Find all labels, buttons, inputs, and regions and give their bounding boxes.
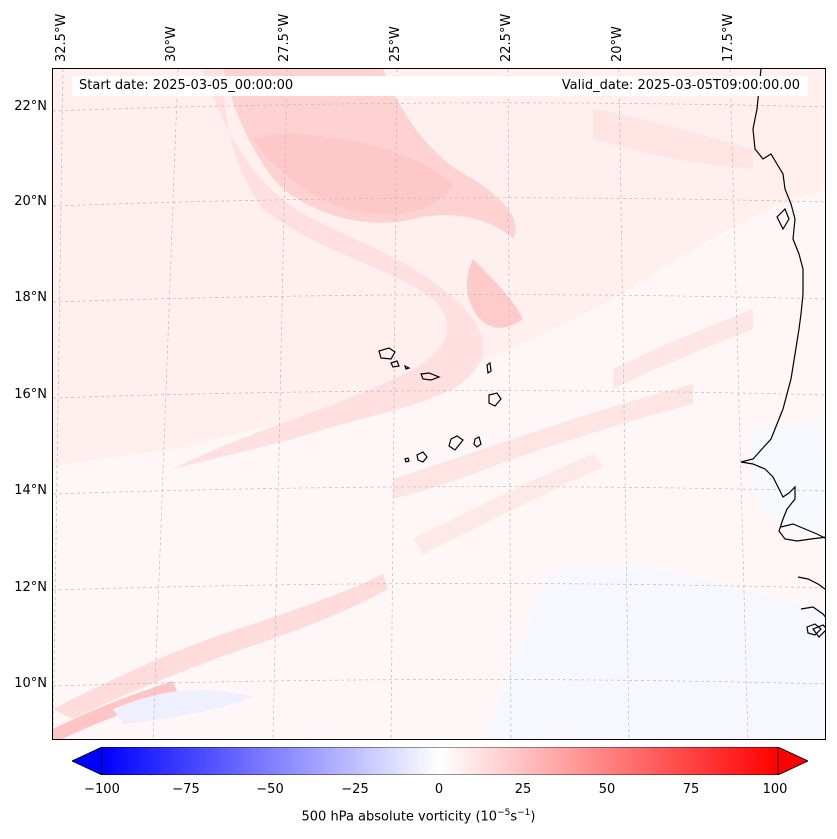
island-boa-vista [488, 392, 502, 407]
lon-label-27-5w: 27.5°W [277, 13, 292, 62]
colorbar-max-extend [777, 747, 808, 775]
colorbar-tick: 100 [762, 782, 788, 797]
african-coastline [797, 576, 825, 590]
vorticity-field [53, 69, 825, 739]
vorticity-contour [753, 419, 825, 539]
vorticity-contour [483, 565, 825, 739]
lat-label-22n: 22°N [14, 99, 47, 114]
lat-label-16n: 16°N [14, 387, 47, 402]
island-fogo [416, 451, 428, 463]
island-santiago [448, 435, 464, 451]
lon-label-17-5w: 17.5°W [721, 13, 736, 62]
lon-label-30w: 30°W [164, 26, 179, 62]
colorbar-tick: −25 [341, 782, 369, 797]
colorbar [72, 747, 808, 775]
vorticity-contour [173, 69, 484, 469]
colorbar-tick: −50 [256, 782, 284, 797]
cape-verde-islands [378, 347, 502, 463]
lon-label-22-5w: 22.5°W [499, 13, 514, 62]
african-coastline [780, 523, 825, 539]
african-coastline [776, 207, 790, 231]
colorbar-tick: 50 [598, 782, 616, 797]
colorbar-tick: −100 [84, 782, 120, 797]
african-coastline [806, 623, 822, 636]
vorticity-contour [113, 689, 253, 724]
map-panel [52, 68, 826, 740]
lon-label-20w: 20°W [610, 26, 625, 62]
island-sal [486, 361, 492, 375]
lat-label-18n: 18°N [14, 290, 47, 305]
valid-date-label: Valid_date: 2025-03-05T09:00:00.00 [561, 78, 800, 93]
vorticity-contour [53, 574, 388, 719]
colorbar-min-extend [72, 747, 103, 775]
lat-label-12n: 12°N [14, 580, 47, 595]
island-sao-vicente [390, 360, 400, 368]
lat-label-20n: 20°N [14, 194, 47, 209]
lon-label-32-5w: 32.5°W [54, 13, 69, 62]
vorticity-contour [613, 309, 753, 389]
vorticity-contour [413, 454, 603, 554]
colorbar-tick: 75 [682, 782, 700, 797]
lat-label-14n: 14°N [14, 483, 47, 498]
colorbar-tick: 0 [434, 782, 444, 797]
african-coastline [800, 606, 825, 618]
colorbar-tick: −75 [172, 782, 200, 797]
island-santa-luzia [403, 364, 411, 370]
start-date-label: Start date: 2025-03-05_00:00:00 [79, 78, 294, 93]
lon-label-25w: 25°W [388, 26, 403, 62]
colorbar-tick: 25 [514, 782, 532, 797]
graticule [53, 69, 825, 739]
island-sao-nicolau [420, 372, 441, 381]
vorticity-contour [253, 133, 453, 215]
vorticity-contour [393, 384, 693, 499]
lat-label-10n: 10°N [14, 676, 47, 691]
date-header-box [72, 76, 808, 96]
island-brava [404, 457, 410, 463]
colorbar-gradient [101, 747, 779, 775]
colorbar-label: 500 hPa absolute vorticity (10−5s−1) [301, 808, 536, 825]
african-coastline [812, 624, 825, 638]
vorticity-contour [593, 109, 753, 169]
african-coastline [740, 69, 825, 542]
island-santo-antao [378, 347, 396, 360]
island-maio [473, 436, 482, 448]
